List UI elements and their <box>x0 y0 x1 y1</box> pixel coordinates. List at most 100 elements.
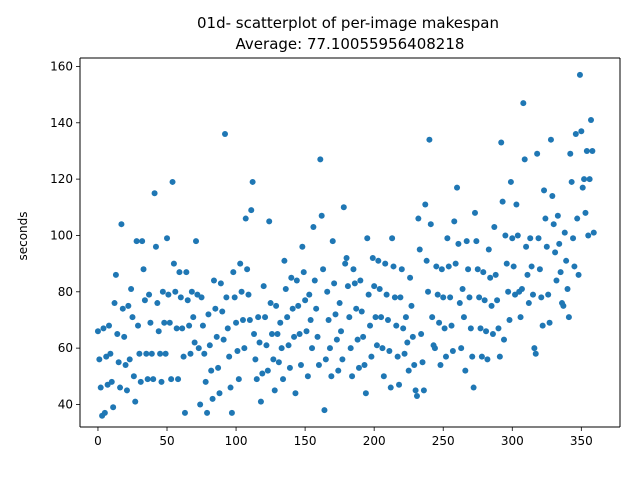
data-point <box>485 246 492 253</box>
data-point <box>438 266 445 273</box>
x-tick-label: 250 <box>432 434 455 448</box>
data-point <box>412 387 419 394</box>
data-point <box>169 178 176 185</box>
data-point <box>350 266 357 273</box>
data-point <box>440 294 447 301</box>
data-point <box>541 187 548 194</box>
data-point <box>183 269 190 276</box>
data-point <box>266 218 273 225</box>
data-point <box>292 390 299 397</box>
data-point <box>118 221 125 228</box>
data-point <box>297 362 304 369</box>
data-point <box>231 294 238 301</box>
data-point <box>252 356 259 363</box>
data-point <box>94 328 101 335</box>
data-point <box>241 345 248 352</box>
data-point <box>445 263 452 270</box>
data-point <box>449 347 456 354</box>
data-point <box>459 285 466 292</box>
data-point <box>338 328 345 335</box>
data-point <box>527 235 534 242</box>
data-point <box>571 263 578 270</box>
data-point <box>260 283 267 290</box>
data-point <box>271 387 278 394</box>
data-point <box>546 319 553 326</box>
data-point <box>561 229 568 236</box>
data-point <box>510 263 517 270</box>
data-point <box>144 376 151 383</box>
data-point <box>564 285 571 292</box>
data-point <box>309 345 316 352</box>
data-point <box>567 150 574 157</box>
data-point <box>409 333 416 340</box>
data-point <box>405 367 412 374</box>
data-point <box>96 356 103 363</box>
data-point <box>349 373 356 380</box>
data-point <box>553 277 560 284</box>
data-point <box>139 238 146 245</box>
data-point <box>325 316 332 323</box>
data-point <box>557 269 564 276</box>
data-point <box>147 319 154 326</box>
data-point <box>286 364 293 371</box>
data-point <box>382 260 389 267</box>
data-point <box>295 302 302 309</box>
data-point <box>390 263 397 270</box>
data-point <box>293 277 300 284</box>
data-point <box>488 302 495 309</box>
data-point <box>474 266 481 273</box>
data-point <box>251 331 258 338</box>
data-point <box>394 353 401 360</box>
data-point <box>126 356 133 363</box>
data-point <box>507 178 514 185</box>
data-point <box>397 294 404 301</box>
data-point <box>198 294 205 301</box>
data-point <box>246 316 253 323</box>
data-point <box>267 300 274 307</box>
data-point <box>110 404 117 411</box>
y-tick-label: 140 <box>50 116 73 130</box>
data-point <box>514 232 521 239</box>
data-point <box>329 238 336 245</box>
data-point <box>328 373 335 380</box>
data-point <box>108 378 115 385</box>
data-point <box>210 277 217 284</box>
data-point <box>187 350 194 357</box>
data-point <box>238 288 245 295</box>
data-point <box>100 325 107 332</box>
data-point <box>545 291 552 298</box>
data-point <box>513 201 520 208</box>
data-point <box>158 378 165 385</box>
data-point <box>170 260 177 267</box>
data-point <box>318 212 325 219</box>
data-point <box>202 378 209 385</box>
data-point <box>114 331 121 338</box>
data-point <box>574 215 581 222</box>
data-point <box>223 294 230 301</box>
y-tick-label: 100 <box>50 228 73 242</box>
data-point <box>212 305 219 312</box>
data-point <box>422 201 429 208</box>
data-point <box>204 409 211 416</box>
data-point <box>467 325 474 332</box>
data-point <box>347 345 354 352</box>
data-point <box>455 240 462 247</box>
data-point <box>117 384 124 391</box>
data-point <box>552 249 559 256</box>
x-tick-label: 0 <box>94 434 102 448</box>
data-point <box>462 367 469 374</box>
data-point <box>244 266 251 273</box>
chart-subtitle: Average: 77.10055956408218 <box>236 35 465 53</box>
data-point <box>245 291 252 298</box>
data-point <box>164 235 171 242</box>
data-point <box>275 359 282 366</box>
data-point <box>166 319 173 326</box>
data-point <box>222 131 229 138</box>
x-axis: 0 50 100 150 200 250 300 350 <box>80 57 620 448</box>
data-point <box>165 291 172 298</box>
data-point <box>335 367 342 374</box>
data-point <box>478 353 485 360</box>
data-point <box>437 362 444 369</box>
